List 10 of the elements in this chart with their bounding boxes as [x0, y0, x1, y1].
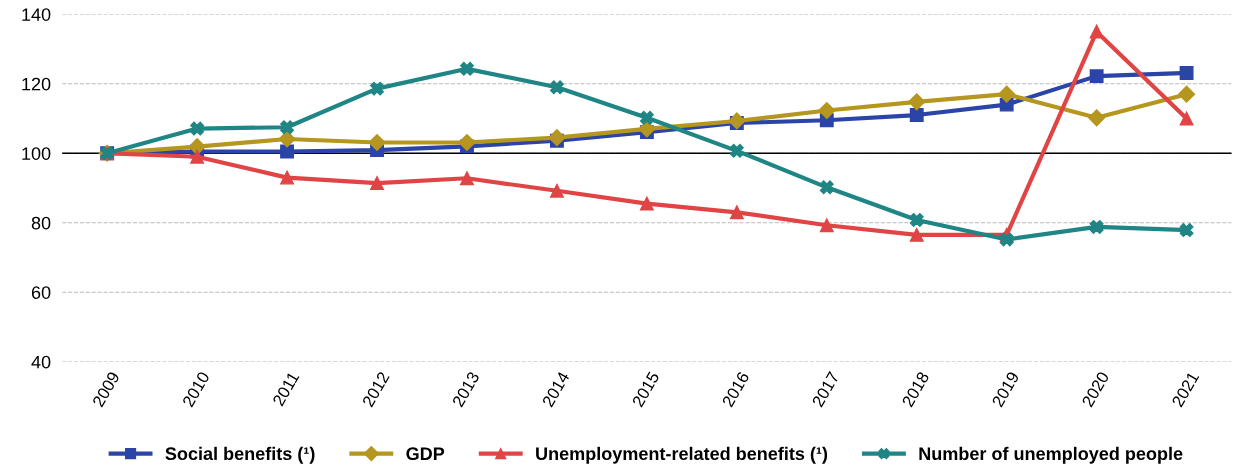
y-tick-label: 60 — [31, 286, 51, 299]
y-tick-label: 100 — [22, 147, 51, 160]
legend-label: GDP — [406, 447, 445, 461]
y-tick-label: 40 — [31, 355, 51, 369]
legend-label: Social benefits (¹) — [165, 446, 315, 464]
y-tick-label: 120 — [22, 77, 51, 91]
legend-label: Number of unemployed people — [919, 446, 1183, 464]
y-tick-label: 80 — [31, 216, 51, 230]
y-tick-label: 140 — [22, 8, 51, 21]
legend-label: Unemployment-related benefits (¹) — [536, 446, 828, 464]
